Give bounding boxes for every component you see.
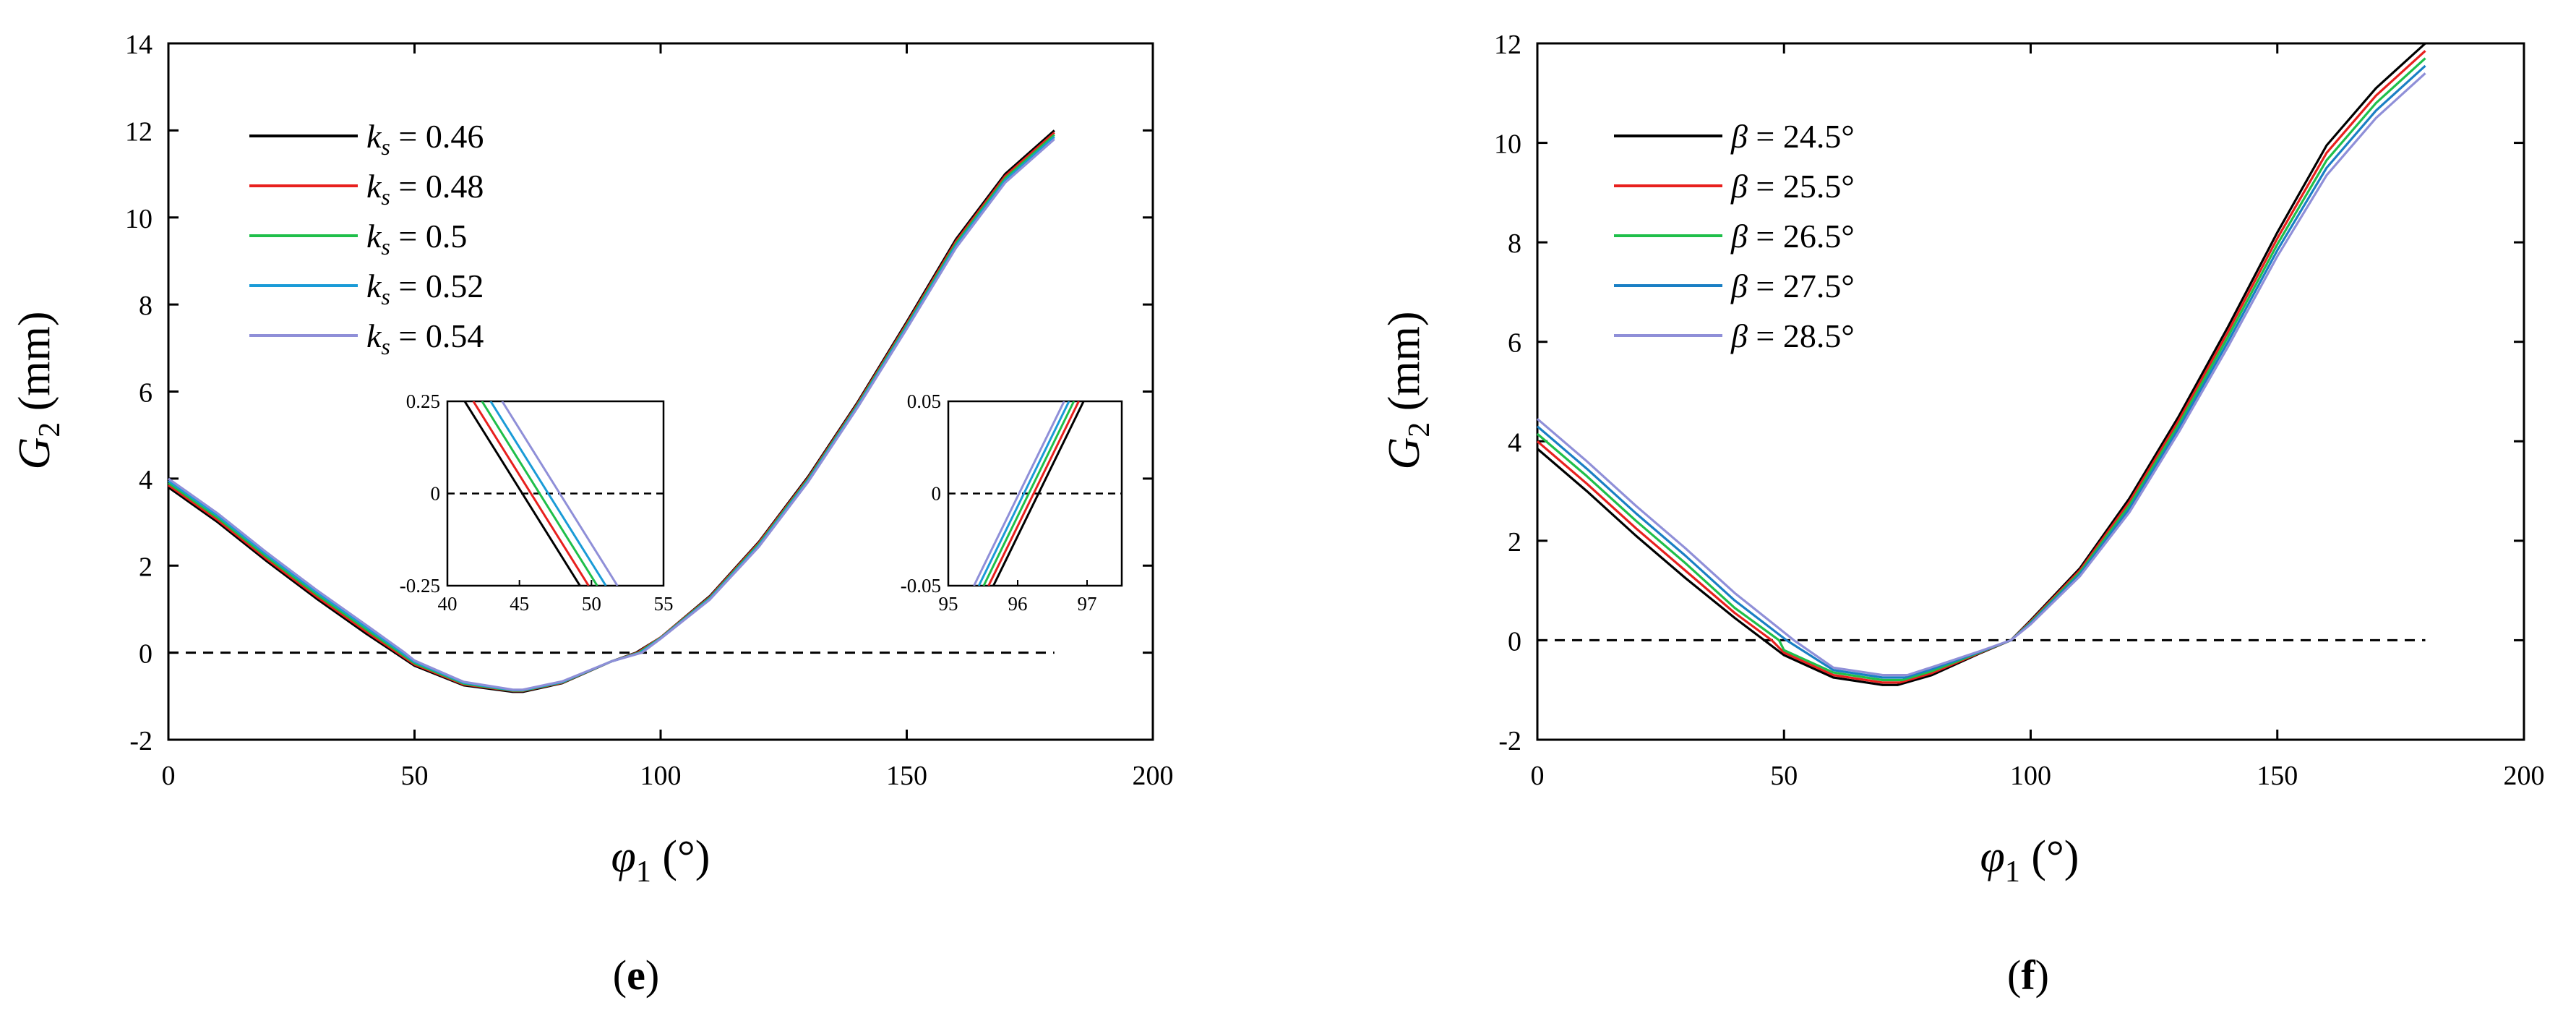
inset-series-line-3	[982, 401, 1076, 586]
inset-series-line-5	[973, 401, 1065, 586]
inset-frame	[446, 400, 665, 587]
y-tick-label: 2	[139, 552, 153, 582]
x-tick-label: 200	[1133, 761, 1174, 791]
y-tick-label: 2	[1508, 527, 1521, 558]
legend-label-2: ks = 0.48	[366, 168, 484, 210]
inset-series-line-5	[501, 401, 619, 586]
panel-label: (e)	[613, 952, 659, 999]
inset-chart-2: 95 96 97 -0.05 0 0.05	[901, 390, 1123, 615]
y-tick-label: 12	[125, 116, 153, 147]
y-tick-label: 14	[125, 30, 153, 60]
y-tick-label: 4	[1508, 427, 1521, 458]
legend-label-5: β = 28.5°	[1730, 317, 1855, 354]
inset-x-tick-label: 45	[510, 593, 529, 615]
x-axis-label: φ1 (°)	[611, 832, 710, 889]
legend-label-1: β = 24.5°	[1730, 118, 1855, 155]
inset-x-tick-label: 50	[582, 593, 601, 615]
series-line-5	[1536, 72, 2426, 677]
inset-series-line-2	[472, 401, 590, 586]
series-line-5	[168, 138, 1055, 691]
inset-series-line-2	[987, 401, 1080, 586]
y-tick-label: -2	[129, 726, 153, 756]
y-axis-label: G2 (mm)	[1380, 311, 1436, 469]
x-tick-label: 100	[2010, 761, 2051, 791]
y-tick-label: -2	[1498, 726, 1521, 756]
inset-y-tick-label: 0	[431, 483, 441, 505]
x-tick-label: 50	[401, 761, 429, 791]
inset-y-tick-label: 0.25	[406, 390, 440, 412]
inset-x-tick-label: 95	[939, 593, 958, 615]
plot-frame	[1536, 42, 2525, 741]
x-tick-label: 200	[2504, 761, 2545, 791]
series-line-2	[1536, 50, 2426, 684]
legend-label-3: β = 26.5°	[1730, 218, 1855, 255]
y-tick-label: 6	[1508, 328, 1521, 359]
y-axis-label: G2 (mm)	[10, 311, 66, 469]
chart-panel-e: 0 50 100 150 200 -2 0 2 4 6 8 10 12 14 ks = 0.46 ks = 0…	[10, 30, 1174, 999]
panel-label: (f)	[2007, 952, 2049, 999]
x-tick-label: 100	[640, 761, 682, 791]
inset-y-tick-label: 0	[932, 483, 942, 505]
series-line-4	[1536, 64, 2426, 679]
inset-y-tick-label: -0.25	[400, 575, 440, 597]
legend-label-3: ks = 0.5	[366, 218, 467, 260]
x-tick-label: 150	[2257, 761, 2298, 791]
y-tick-label: 8	[139, 291, 153, 321]
legend-label-4: β = 27.5°	[1730, 268, 1855, 304]
plot-frame	[167, 42, 1154, 741]
legend-label-1: ks = 0.46	[366, 118, 484, 160]
inset-y-tick-label: 0.05	[907, 390, 941, 412]
inset-series-line-4	[489, 401, 607, 586]
inset-series-line-1	[463, 401, 581, 586]
chart-panel-f: 0 50 100 150 200 -2 0 2 4 6 8 10 12 β = 24.5° β = 25.5…	[1380, 30, 2545, 999]
inset-series-line-3	[481, 401, 598, 586]
y-tick-label: 4	[139, 465, 153, 495]
inset-y-tick-label: -0.05	[901, 575, 941, 597]
x-tick-label: 50	[1770, 761, 1798, 791]
inset-x-tick-label: 97	[1078, 593, 1097, 615]
series-line-3	[1536, 57, 2426, 682]
y-tick-label: 8	[1508, 228, 1521, 259]
inset-chart-1: 40 45 50 55 -0.25 0 0.25	[400, 390, 674, 615]
y-tick-label: 0	[1508, 626, 1521, 657]
x-axis-label: φ1 (°)	[1980, 832, 2079, 889]
y-tick-label: 10	[1494, 129, 1521, 160]
legend-label-5: ks = 0.54	[366, 317, 484, 359]
inset-series-line-1	[992, 401, 1085, 586]
x-tick-label: 0	[1531, 761, 1545, 791]
series-line-1	[1536, 42, 2426, 686]
inset-x-tick-label: 96	[1008, 593, 1028, 615]
y-tick-label: 10	[125, 204, 153, 234]
legend-label-2: β = 25.5°	[1730, 168, 1855, 205]
x-tick-label: 0	[162, 761, 176, 791]
inset-series-line-4	[977, 401, 1070, 586]
inset-x-tick-label: 40	[438, 593, 458, 615]
y-tick-label: 0	[139, 639, 153, 670]
inset-x-tick-label: 55	[654, 593, 674, 615]
y-tick-label: 12	[1494, 30, 1521, 60]
legend-label-4: ks = 0.52	[366, 268, 484, 309]
x-tick-label: 150	[886, 761, 927, 791]
y-tick-label: 6	[139, 378, 153, 409]
